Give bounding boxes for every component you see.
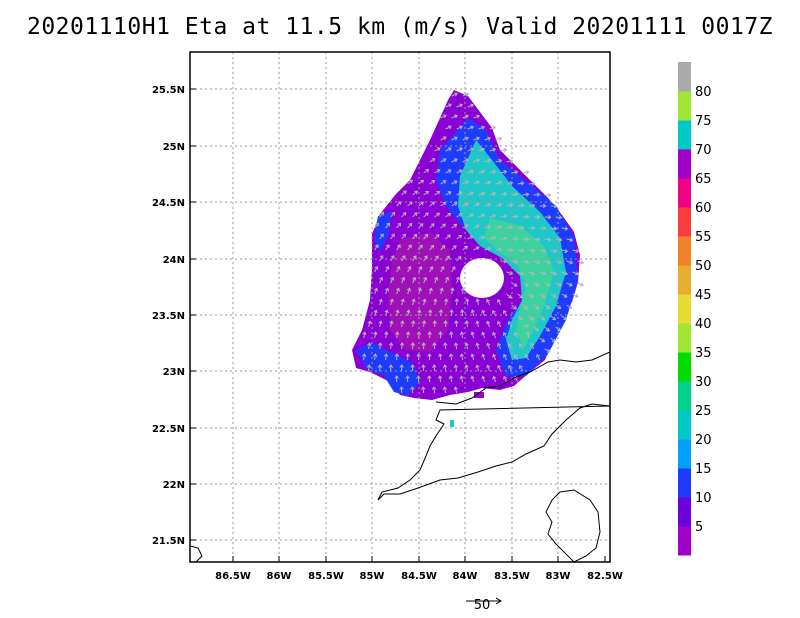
colorbar-swatch [678,381,691,411]
swath-blue-west [374,212,392,252]
colorbar-swatch [678,207,691,237]
lat-tick-label: 25N [163,142,185,153]
colorbar-label: 15 [695,462,712,477]
colorbar-label: 30 [695,375,712,390]
reference-vector-label: 50 [473,598,491,613]
lat-tick-label: 23.5N [152,311,185,322]
reference-vector [466,597,502,605]
colorbar-swatch [678,178,691,208]
colorbar-swatch [678,439,691,469]
colorbar-swatch [678,149,691,179]
colorbar-label: 50 [695,259,712,274]
colorbar-label: 75 [695,114,712,129]
lon-tick-label: 83.5W [494,571,530,582]
lat-tick-label: 24N [163,255,185,266]
lon-tick-label: 84W [453,571,478,582]
colorbar: 5 10 15 20 25 30 35 40 45 50 55 60 65 70 75 80 [678,62,712,556]
colorbar-label: 10 [695,491,712,506]
lat-tick-label: 22N [163,480,185,491]
lon-tick-label: 83W [546,571,571,582]
colorbar-label: 25 [695,404,712,419]
colorbar-label: 20 [695,433,712,448]
colorbar-label: 80 [695,85,712,100]
colorbar-label: 35 [695,346,712,361]
lat-tick-label: 21.5N [152,536,185,547]
colorbar-swatch [678,410,691,440]
swath-fragment [474,392,484,398]
swath-eye [460,258,504,298]
map-frame [189,51,611,563]
lat-tick-label: 25.5N [152,85,185,96]
colorbar-swatch [678,91,691,121]
colorbar-label: 60 [695,201,712,216]
lon-tick-label: 84.5W [401,571,437,582]
colorbar-label: 70 [695,143,712,158]
lat-tick-label: 24.5N [152,198,185,209]
lat-tick-label: 22.5N [152,424,185,435]
swath-fragment [450,420,454,427]
lon-tick-label: 86W [267,571,292,582]
lon-tick-label: 85.5W [308,571,344,582]
colorbar-swatch [678,352,691,382]
colorbar-label: 45 [695,288,712,303]
colorbar-swatch [678,323,691,353]
map-title: 20201110H1 Eta at 11.5 km (m/s) Valid 20… [26,14,774,40]
lon-tick-label: 86.5W [215,571,251,582]
colorbar-swatch [678,526,691,556]
latitude-axis: 25.5N 25N 24.5N 24N 23.5N 23N 22.5N 22N 21.5N [152,85,196,547]
colorbar-swatch [678,497,691,527]
swath-blue-southwest [356,342,420,396]
map-grid [190,52,610,562]
lat-tick-label: 23N [163,367,185,378]
lon-tick-label: 85W [360,571,385,582]
colorbar-swatch [678,120,691,150]
colorbar-swatch [678,265,691,295]
lon-tick-label: 82.5W [587,571,623,582]
colorbar-swatch [678,468,691,498]
longitude-axis: 86.5W 86W 85.5W 85W 84.5W 84W 83.5W 83W 82.5W [215,556,623,582]
coastline [190,351,610,562]
colorbar-swatch [678,294,691,324]
colorbar-label: 55 [695,230,712,245]
colorbar-label: 5 [695,520,703,535]
colorbar-label: 65 [695,172,712,187]
colorbar-label: 40 [695,317,712,332]
colorbar-swatch [678,62,691,92]
colorbar-swatch [678,236,691,266]
